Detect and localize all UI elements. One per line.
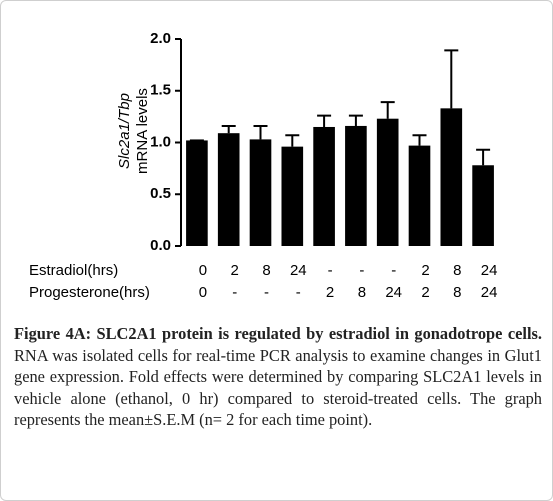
bar	[408, 145, 431, 246]
y-tick-label: 1.0	[150, 133, 171, 150]
bar	[472, 165, 494, 246]
bar	[376, 118, 399, 246]
x-tick-label: -	[264, 284, 269, 301]
row-label: Estradiol(hrs)	[29, 262, 118, 279]
x-tick-label: -	[359, 262, 364, 279]
row-label: Progesterone(hrs)	[29, 284, 150, 301]
x-tick-label: 2	[326, 284, 334, 301]
x-tick-label: 24	[481, 262, 498, 279]
y-axis-label: Slc2a1/Tbp	[116, 93, 133, 169]
x-tick-label: 2	[421, 262, 429, 279]
bar	[345, 125, 367, 246]
bar	[249, 139, 272, 246]
y-tick-label: 0.0	[150, 237, 171, 254]
y-tick-label: 1.5	[150, 82, 171, 99]
x-tick-label: 24	[290, 262, 307, 279]
x-tick-label: 2	[421, 284, 429, 301]
bar	[186, 140, 208, 246]
x-tick-label: -	[296, 284, 301, 301]
x-tick-label: -	[232, 284, 237, 301]
caption-title: Figure 4A: SLC2A1 protein is regulated b…	[14, 324, 542, 343]
x-tick-label: 24	[481, 284, 498, 301]
x-tick-label: -	[328, 262, 333, 279]
y-tick-label: 2.0	[150, 30, 171, 47]
bar	[217, 133, 240, 246]
x-tick-label: -	[391, 262, 396, 279]
x-tick-label: 2	[231, 262, 239, 279]
x-tick-label: 8	[358, 284, 366, 301]
x-tick-label: 8	[453, 262, 461, 279]
bar	[281, 146, 304, 246]
y-tick-label: 0.5	[150, 185, 171, 202]
x-tick-label: 24	[385, 284, 402, 301]
x-tick-label: 0	[199, 284, 207, 301]
x-tick-label: 0	[199, 262, 207, 279]
bar	[313, 126, 335, 246]
y-axis-label: mRNA levels	[134, 88, 151, 174]
chart: Slc2a1/Tbp mRNA levels 0.0 0.5 1.0 1.5 2.0 Es…	[29, 30, 498, 301]
x-tick-label: 8	[262, 262, 270, 279]
caption-text: RNA was isolated cells for real-time PCR…	[14, 345, 542, 430]
x-tick-label: 8	[453, 284, 461, 301]
bar	[440, 108, 463, 246]
caption: Figure 4A: SLC2A1 protein is regulated b…	[14, 323, 542, 431]
